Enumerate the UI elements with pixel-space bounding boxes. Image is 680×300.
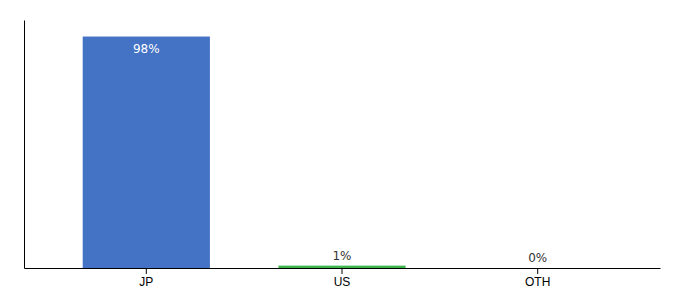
x-tick-label: JP <box>139 275 153 289</box>
x-axis: JP US OTH <box>25 268 661 289</box>
x-tick-mark <box>146 268 147 274</box>
x-tick-mark <box>537 268 538 274</box>
x-tick-label: US <box>334 275 351 289</box>
bar <box>278 266 405 268</box>
chart: 98% 1% 0% JP US OTH <box>0 0 680 300</box>
bars <box>83 37 406 268</box>
data-label: 98% <box>133 42 160 56</box>
bar <box>474 268 601 269</box>
bar <box>83 37 210 268</box>
chart-container: 98% 1% 0% JP US OTH <box>0 0 680 300</box>
x-tick-label: OTH <box>525 275 550 289</box>
x-tick-mark <box>342 268 343 274</box>
y-axis <box>24 21 25 269</box>
x-tick: JP <box>139 268 153 289</box>
x-tick: US <box>334 268 351 289</box>
data-label: 1% <box>332 249 351 263</box>
data-labels: 98% 1% 0% <box>133 42 547 265</box>
x-tick: OTH <box>525 268 550 289</box>
data-label: 0% <box>528 251 547 265</box>
y-axis-line <box>24 21 25 269</box>
plot: 98% 1% 0% JP US OTH <box>25 21 661 289</box>
